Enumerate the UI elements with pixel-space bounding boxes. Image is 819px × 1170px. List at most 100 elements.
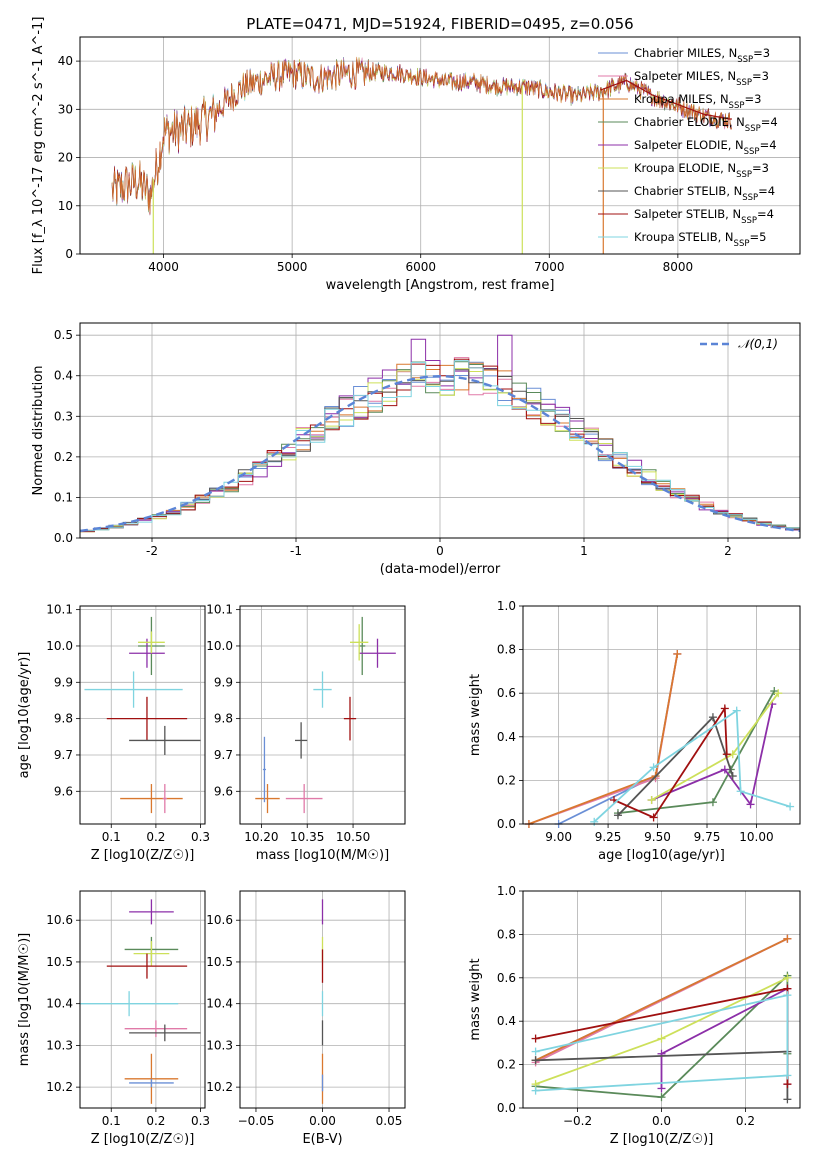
y-tick-label: 0.8 xyxy=(497,643,516,657)
legend-value: =3 xyxy=(752,69,769,83)
x-tick-label: -2 xyxy=(146,544,158,558)
x-tick-label: 9.75 xyxy=(694,830,721,844)
x-axis-label: E(B-V) xyxy=(302,1132,342,1147)
legend-entry: Chabrier STELIB, NSSP=4 xyxy=(634,184,775,203)
y-tick-label: 9.9 xyxy=(54,675,73,689)
weight-line xyxy=(651,692,779,801)
y-tick-label: 0.4 xyxy=(497,1014,516,1028)
y-tick-label: 0 xyxy=(65,247,73,261)
mass-vs-z-panel: 0.1 0.2 0.3 10.2 10.3 10.4 10.5 10.6 Z [log10(Z/… xyxy=(17,890,210,1147)
y-tick-label: 10.2 xyxy=(46,1080,73,1094)
legend-subscript: SSP xyxy=(745,124,761,134)
x-tick-label: 9.25 xyxy=(595,830,622,844)
y-tick-label: 10.2 xyxy=(206,1080,233,1094)
y-tick-label: 9.8 xyxy=(54,712,73,726)
y-tick-label: 0.0 xyxy=(497,1101,516,1115)
x-axis-label: (data-model)/error xyxy=(380,562,501,577)
y-tick-label: 0.2 xyxy=(54,450,73,464)
legend-value: =3 xyxy=(752,161,769,175)
y-tick-label: 0.3 xyxy=(54,409,73,423)
x-tick-label: 0.0 xyxy=(652,1114,671,1128)
legend-value: =4 xyxy=(760,138,777,152)
x-tick-label: 10.50 xyxy=(336,830,370,844)
legend-entry: Kroupa STELIB, NSSP=5 xyxy=(634,230,766,249)
y-tick-label: 10.6 xyxy=(46,913,73,927)
legend-entry: Kroupa ELODIE, NSSP=3 xyxy=(634,161,769,180)
x-tick-label: 0.1 xyxy=(102,1114,121,1128)
y-tick-label: 10.1 xyxy=(206,603,233,617)
y-tick-label: 0.6 xyxy=(497,686,516,700)
y-tick-label: 40 xyxy=(58,54,73,68)
y-tick-label: 10.3 xyxy=(46,1038,73,1052)
axes-frame xyxy=(239,890,406,1109)
axes-frame xyxy=(522,605,801,825)
x-tick-label: 2 xyxy=(724,544,732,558)
legend-entry: Chabrier ELODIE, NSSP=4 xyxy=(634,115,778,134)
legend-value: =4 xyxy=(761,115,778,129)
y-tick-label: 10.0 xyxy=(46,639,73,653)
y-tick-label: 9.8 xyxy=(214,712,233,726)
axes-frame xyxy=(239,605,406,825)
legend-value: =3 xyxy=(744,92,761,106)
x-tick-label: 5000 xyxy=(277,260,308,274)
y-tick-label: 10.1 xyxy=(46,603,73,617)
y-tick-label: 9.6 xyxy=(214,784,233,798)
x-tick-label: 0.2 xyxy=(146,830,165,844)
y-tick-label: 1.0 xyxy=(497,599,516,613)
y-tick-label: 9.7 xyxy=(54,748,73,762)
x-tick-label: 4000 xyxy=(148,260,179,274)
x-tick-label: 0.3 xyxy=(191,1114,210,1128)
axes-frame xyxy=(79,605,206,825)
x-tick-label: 0.2 xyxy=(146,1114,165,1128)
legend-subscript: SSP xyxy=(741,216,757,226)
legend-subscript: SSP xyxy=(742,193,758,203)
y-tick-label: 0.0 xyxy=(497,817,516,831)
histogram-step xyxy=(80,360,800,532)
y-tick-label: 10.3 xyxy=(206,1038,233,1052)
x-tick-label: 10.35 xyxy=(290,830,324,844)
legend-entry: 𝒩(0,1) xyxy=(738,337,778,351)
legend-subscript: SSP xyxy=(734,239,750,249)
x-tick-label: −0.05 xyxy=(238,1114,275,1128)
residuals-panel: -2 -1 0 1 2 0.0 0.1 0.2 0.3 0.4 0.5 (data-model)/er… xyxy=(31,322,801,577)
x-tick-label: 1 xyxy=(580,544,588,558)
y-tick-label: 10.6 xyxy=(206,913,233,927)
y-tick-label: 0.8 xyxy=(497,927,516,941)
legend-value: =5 xyxy=(749,230,766,244)
mass-vs-ebv-panel: −0.05 0.00 0.05 10.2 10.3 10.4 10.5 10.6 E(B-V) xyxy=(206,890,406,1147)
weight-line xyxy=(617,690,776,814)
legend-value: =4 xyxy=(757,207,774,221)
x-tick-label: −0.2 xyxy=(563,1114,592,1128)
y-axis-label: Normed distribution xyxy=(31,366,46,496)
y-tick-label: 10.4 xyxy=(46,997,73,1011)
x-tick-label: 0.3 xyxy=(191,830,210,844)
axes-frame xyxy=(79,36,801,255)
y-tick-label: 10.0 xyxy=(206,639,233,653)
y-tick-label: 10 xyxy=(58,199,73,213)
model-line xyxy=(600,79,732,120)
x-axis-label: mass [log10(M/M☉)] xyxy=(256,848,389,863)
y-axis-label: mass weight xyxy=(468,674,483,756)
y-tick-label: 10.4 xyxy=(206,997,233,1011)
legend-subscript: SSP xyxy=(744,147,760,157)
figure-title: PLATE=0471, MJD=51924, FIBERID=0495, z=0… xyxy=(246,15,633,33)
x-axis-label: Z [log10(Z/Z☉)] xyxy=(91,848,195,863)
y-tick-label: 0.0 xyxy=(54,531,73,545)
y-tick-label: 0.6 xyxy=(497,971,516,985)
y-tick-label: 9.6 xyxy=(54,784,73,798)
axes-frame xyxy=(79,322,801,539)
spectrum-line xyxy=(111,56,732,213)
legend-subscript: SSP xyxy=(736,78,752,88)
weight-line xyxy=(617,715,734,816)
y-tick-label: 1.0 xyxy=(497,884,516,898)
y-tick-label: 0.2 xyxy=(497,1058,516,1072)
legend-value: =4 xyxy=(758,184,775,198)
x-tick-label: 0.2 xyxy=(736,1114,755,1128)
x-tick-label: 8000 xyxy=(663,260,694,274)
y-tick-label: 10.5 xyxy=(206,955,233,969)
spectrum-panel: 4000 5000 6000 7000 8000 0 10 20 30 40 wavelength … xyxy=(31,17,801,293)
x-tick-label: 10.00 xyxy=(739,830,773,844)
weight-line xyxy=(558,653,679,825)
y-axis-label: Flux [f_λ 10^-17 erg cm^-2 s^-1 A^-1] xyxy=(31,17,46,275)
